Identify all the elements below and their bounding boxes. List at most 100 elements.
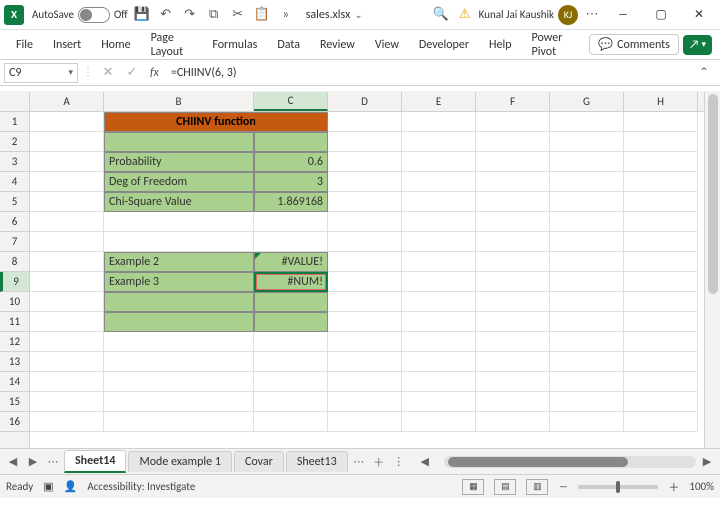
- accessibility-icon[interactable]: 👤: [64, 480, 78, 493]
- cell[interactable]: [476, 132, 550, 152]
- cell[interactable]: [104, 352, 254, 372]
- row-header[interactable]: 4: [0, 172, 29, 192]
- row-header[interactable]: 16: [0, 412, 29, 432]
- vertical-scrollbar[interactable]: [704, 92, 720, 448]
- cell[interactable]: [30, 352, 104, 372]
- cell[interactable]: [104, 292, 254, 312]
- cell[interactable]: [550, 252, 624, 272]
- horizontal-scrollbar[interactable]: [444, 456, 696, 468]
- cell[interactable]: [550, 232, 624, 252]
- row-header[interactable]: 6: [0, 212, 29, 232]
- cell[interactable]: [254, 212, 328, 232]
- sheet-nav-next-icon[interactable]: ▶: [24, 455, 42, 468]
- cell[interactable]: [402, 212, 476, 232]
- cell[interactable]: [328, 312, 402, 332]
- cell[interactable]: [624, 252, 698, 272]
- col-header[interactable]: G: [550, 92, 624, 111]
- sheet-options-icon[interactable]: ⋮: [390, 455, 408, 468]
- ribbon-options-icon[interactable]: ⋯: [582, 5, 602, 25]
- cell[interactable]: [476, 292, 550, 312]
- cell[interactable]: [550, 352, 624, 372]
- cell[interactable]: [476, 212, 550, 232]
- cells-area[interactable]: CHIINV function Probability 0.6 Deg of F…: [30, 112, 704, 432]
- cell[interactable]: [624, 132, 698, 152]
- zoom-out-button[interactable]: ―: [558, 480, 568, 493]
- tab-power-pivot[interactable]: Power Pivot: [524, 27, 582, 63]
- cell-merged-header[interactable]: CHIINV function: [104, 112, 328, 132]
- normal-view-button[interactable]: ▦: [462, 479, 484, 495]
- cell[interactable]: [104, 392, 254, 412]
- cell[interactable]: [624, 392, 698, 412]
- col-header[interactable]: H: [624, 92, 698, 111]
- cell[interactable]: [254, 312, 328, 332]
- comments-button[interactable]: 💬 Comments: [589, 34, 679, 55]
- cell[interactable]: [328, 112, 402, 132]
- tab-review[interactable]: Review: [312, 34, 363, 56]
- cell[interactable]: [550, 372, 624, 392]
- row-header[interactable]: 1: [0, 112, 29, 132]
- cell[interactable]: [476, 112, 550, 132]
- cell[interactable]: [328, 272, 402, 292]
- page-layout-view-button[interactable]: ▤: [494, 479, 516, 495]
- selected-cell[interactable]: ⚠ #NUM!: [254, 272, 328, 292]
- select-all-corner[interactable]: [0, 92, 30, 112]
- cell[interactable]: [328, 192, 402, 212]
- cell[interactable]: [30, 412, 104, 432]
- cell[interactable]: [550, 392, 624, 412]
- row-header[interactable]: 11: [0, 312, 29, 332]
- accept-formula-icon[interactable]: ✓: [122, 63, 142, 83]
- row-header[interactable]: 3: [0, 152, 29, 172]
- name-box[interactable]: C9 ▾: [4, 63, 78, 83]
- col-header[interactable]: F: [476, 92, 550, 111]
- tab-insert[interactable]: Insert: [45, 34, 89, 56]
- row-header[interactable]: 2: [0, 132, 29, 152]
- cell[interactable]: [254, 372, 328, 392]
- cell[interactable]: [402, 412, 476, 432]
- cell[interactable]: [104, 232, 254, 252]
- cell[interactable]: [476, 232, 550, 252]
- cell[interactable]: 1.869168: [254, 192, 328, 212]
- cell[interactable]: [328, 392, 402, 412]
- zoom-slider[interactable]: [578, 485, 658, 489]
- autosave-toggle[interactable]: AutoSave Off: [32, 7, 128, 23]
- cell[interactable]: [254, 232, 328, 252]
- close-button[interactable]: ✕: [682, 1, 716, 29]
- filename[interactable]: sales.xlsx: [306, 8, 351, 22]
- cell[interactable]: [328, 212, 402, 232]
- cell[interactable]: [402, 112, 476, 132]
- cell[interactable]: [476, 352, 550, 372]
- cell[interactable]: [624, 152, 698, 172]
- cell[interactable]: Probability: [104, 152, 254, 172]
- cell[interactable]: Deg of Freedom: [104, 172, 254, 192]
- sheet-tab[interactable]: Sheet13: [286, 451, 348, 472]
- cell[interactable]: [624, 372, 698, 392]
- cell[interactable]: [30, 332, 104, 352]
- fx-icon[interactable]: fx: [146, 66, 163, 80]
- cell[interactable]: [624, 212, 698, 232]
- cell[interactable]: [30, 372, 104, 392]
- cell[interactable]: [30, 392, 104, 412]
- cell[interactable]: [104, 412, 254, 432]
- cell[interactable]: [30, 132, 104, 152]
- redo-icon[interactable]: ↷: [180, 5, 200, 25]
- cell[interactable]: [624, 192, 698, 212]
- cell[interactable]: [476, 152, 550, 172]
- tab-view[interactable]: View: [367, 34, 407, 56]
- sheet-tab[interactable]: Covar: [234, 451, 284, 472]
- page-break-view-button[interactable]: ▥: [526, 479, 548, 495]
- maximize-button[interactable]: ▢: [644, 1, 678, 29]
- filename-dropdown-icon[interactable]: ⌄: [354, 8, 362, 21]
- cell[interactable]: [254, 412, 328, 432]
- cell[interactable]: [104, 132, 254, 152]
- hscroll-left-icon[interactable]: ◀: [416, 455, 434, 468]
- cancel-formula-icon[interactable]: ✕: [98, 63, 118, 83]
- tab-page-layout[interactable]: Page Layout: [143, 27, 201, 63]
- cell[interactable]: [30, 152, 104, 172]
- copy-icon[interactable]: ⧉: [204, 5, 224, 25]
- cell[interactable]: Example 3: [104, 272, 254, 292]
- cut-icon[interactable]: ✂: [228, 5, 248, 25]
- row-header[interactable]: 15: [0, 392, 29, 412]
- zoom-in-button[interactable]: ＋: [668, 479, 679, 495]
- cell[interactable]: [328, 232, 402, 252]
- sheet-tab[interactable]: Sheet14: [64, 450, 126, 473]
